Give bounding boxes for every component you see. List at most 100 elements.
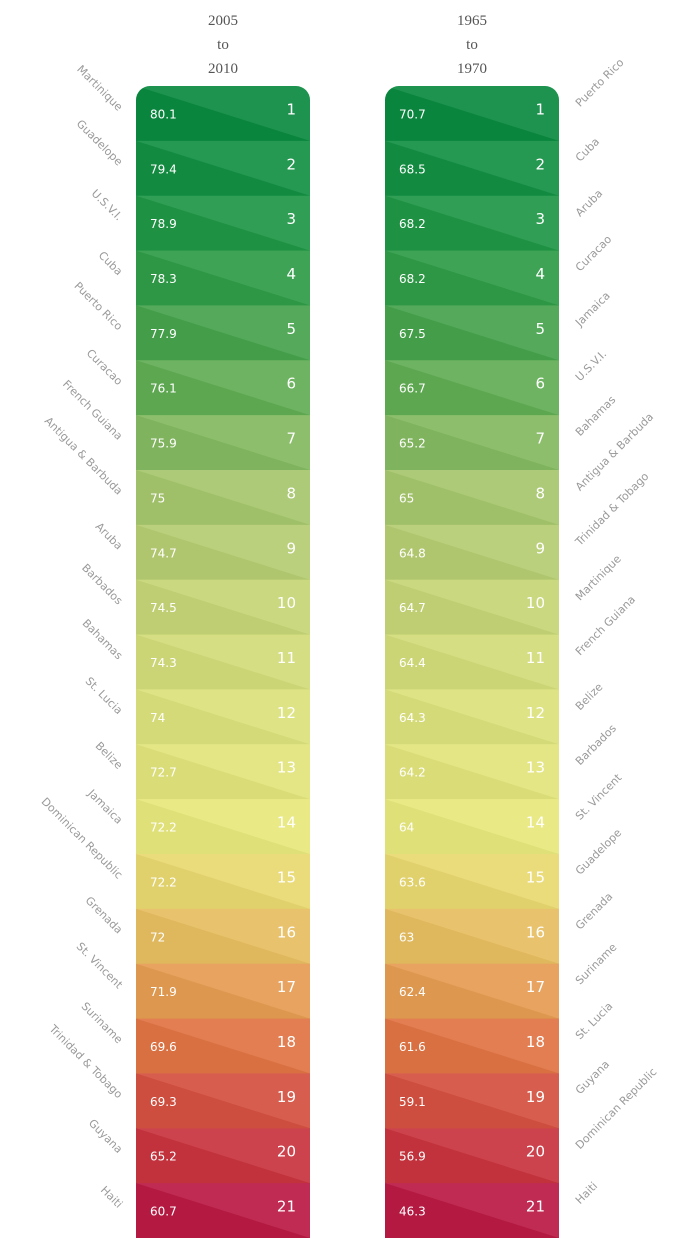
country-label: Bahamas (80, 617, 126, 663)
row-rank: 2 (535, 155, 545, 173)
country-label: Belize (93, 739, 126, 772)
row-value: 69.6 (150, 1040, 177, 1054)
country-label: Curacao (84, 347, 126, 389)
country-label: Aruba (93, 520, 125, 552)
row-band (136, 1073, 310, 1129)
row-band (136, 579, 310, 636)
row-shade (385, 854, 559, 909)
row-value: 64 (399, 821, 414, 835)
row-value: 80.1 (150, 107, 177, 121)
row-rank: 7 (286, 430, 296, 448)
country-label: Barbados (573, 722, 619, 768)
row-value: 74.7 (150, 546, 177, 560)
row-band (136, 470, 310, 526)
row-value: 56.9 (399, 1150, 426, 1164)
row-band (136, 744, 310, 800)
row-shade (136, 1128, 310, 1184)
row-shade (385, 1183, 559, 1238)
row-rank: 16 (526, 923, 545, 941)
row-value: 65.2 (399, 437, 426, 451)
row-band (385, 799, 559, 855)
row-value: 68.2 (399, 272, 426, 286)
row-rank: 21 (526, 1198, 545, 1216)
row-value: 60.7 (150, 1205, 177, 1219)
row-band (136, 689, 310, 745)
row-rank: 1 (535, 100, 545, 118)
row-shade (385, 524, 559, 580)
row-shade (136, 799, 310, 854)
row-band (136, 1128, 310, 1184)
row-band (136, 1183, 310, 1238)
row-value: 72.2 (150, 821, 177, 835)
row-band (385, 195, 559, 252)
row-shade (385, 86, 559, 141)
country-label: U.S.V.I. (573, 348, 609, 384)
row-value: 68.2 (399, 217, 426, 231)
row-shade (385, 140, 559, 196)
row-rank: 8 (535, 484, 545, 502)
row-band (385, 250, 559, 306)
row-rank: 6 (535, 375, 545, 393)
row-rank: 18 (277, 1033, 296, 1051)
row-shade (136, 360, 310, 416)
row-shade (136, 1073, 310, 1129)
row-value: 59.1 (399, 1095, 426, 1109)
row-value: 77.9 (150, 327, 177, 341)
row-shade (136, 744, 310, 800)
row-value: 66.7 (399, 382, 426, 396)
country-label: Guyana (86, 1117, 125, 1156)
row-band (385, 305, 559, 361)
row-band (136, 1018, 310, 1074)
row-band (385, 689, 559, 745)
country-label: Jamaica (572, 289, 613, 330)
row-band (385, 415, 559, 471)
row-rank: 10 (277, 594, 296, 612)
row-rank: 13 (526, 759, 545, 777)
row-rank: 11 (526, 649, 545, 667)
row-band (385, 140, 559, 197)
country-label: Bahamas (573, 393, 619, 439)
country-label: Grenada (83, 894, 125, 936)
row-band (136, 908, 310, 965)
row-shade (385, 1073, 559, 1129)
row-shade (385, 744, 559, 800)
row-rank: 5 (535, 320, 545, 338)
column-title: 2010 (208, 61, 238, 77)
row-shade (136, 140, 310, 196)
country-label: Suriname (573, 941, 620, 988)
row-rank: 15 (277, 868, 296, 886)
row-band (385, 1128, 559, 1184)
row-shade (136, 195, 310, 251)
row-rank: 13 (277, 759, 296, 777)
row-value: 62.4 (399, 985, 426, 999)
country-label: St. Lucia (83, 675, 125, 717)
row-shade (136, 415, 310, 470)
column-title: 2005 (208, 13, 238, 29)
row-value: 75.9 (150, 437, 177, 451)
country-label: Cuba (96, 249, 125, 278)
row-rank: 17 (526, 978, 545, 996)
country-label: Cuba (573, 135, 602, 164)
row-value: 68.5 (399, 162, 426, 176)
row-shade (136, 908, 310, 964)
country-label: Guadelope (74, 117, 125, 168)
row-band (136, 634, 310, 690)
row-band (385, 634, 559, 690)
row-value: 64.2 (399, 766, 426, 780)
row-shade (136, 1183, 310, 1238)
row-rank: 21 (277, 1198, 296, 1216)
row-band (385, 744, 559, 800)
row-rank: 7 (535, 430, 545, 448)
row-rank: 17 (277, 978, 296, 996)
row-shade (385, 470, 559, 525)
country-label: Martinique (74, 63, 125, 114)
country-label: Puerto Rico (573, 56, 627, 110)
row-shade (385, 799, 559, 854)
row-value: 71.9 (150, 985, 177, 999)
row-rank: 14 (526, 814, 545, 832)
row-band (385, 470, 559, 526)
row-value: 74.5 (150, 601, 177, 615)
row-rank: 18 (526, 1033, 545, 1051)
row-value: 64.3 (399, 711, 426, 725)
row-rank: 19 (277, 1088, 296, 1106)
